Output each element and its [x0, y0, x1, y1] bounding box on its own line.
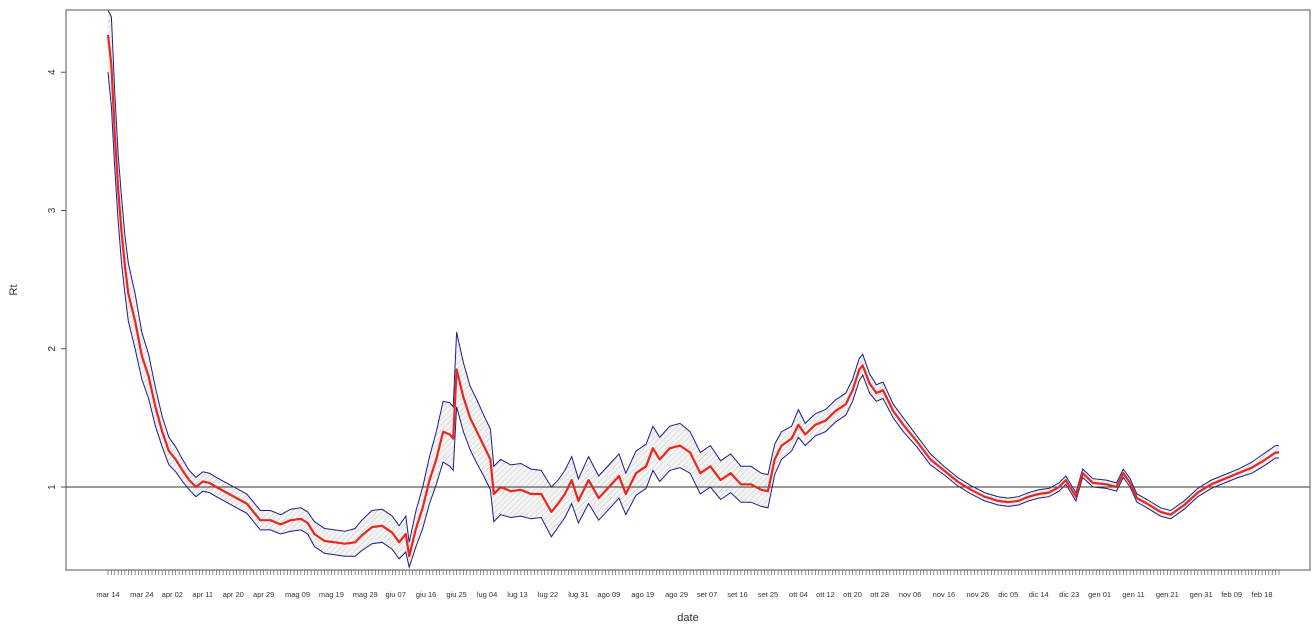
x-tick-label: giu 16 [416, 590, 436, 599]
x-tick-label: dic 23 [1059, 590, 1079, 599]
y-axis: 1 2 3 4 [47, 69, 66, 490]
x-tick-label: dic 05 [998, 590, 1018, 599]
x-tick-label: apr 20 [223, 590, 244, 599]
x-tick-label: set 07 [697, 590, 717, 599]
x-tick-label: apr 29 [253, 590, 274, 599]
x-tick-label: nov 26 [967, 590, 990, 599]
x-axis: mar 14 mar 24 apr 02 apr 11 apr 20 apr 29 mag … [96, 570, 1280, 599]
x-tick-label: mag 09 [285, 590, 310, 599]
x-tick-label: mag 29 [353, 590, 378, 599]
x-tick-label: giu 25 [446, 590, 466, 599]
x-tick-label: gen 11 [1122, 590, 1144, 599]
y-tick-label: 3 [47, 207, 58, 213]
x-tick-label: set 25 [758, 590, 778, 599]
x-tick-label: feb 09 [1221, 590, 1242, 599]
x-tick-label: dic 14 [1029, 590, 1049, 599]
x-tick-label: gen 31 [1190, 590, 1213, 599]
x-tick-label: mar 24 [130, 590, 153, 599]
y-tick-label: 1 [47, 484, 58, 490]
lower-bound-line [107, 72, 1279, 570]
x-tick-label: lug 04 [477, 590, 497, 599]
x-tick-label: mar 14 [96, 590, 119, 599]
x-tick-label: ott 12 [816, 590, 835, 599]
x-tick-label: nov 06 [899, 590, 922, 599]
x-tick-label: gen 21 [1156, 590, 1179, 599]
x-tick-label: apr 02 [162, 590, 183, 599]
x-tick-label: ott 28 [870, 590, 889, 599]
x-tick-label: ott 04 [789, 590, 808, 599]
x-tick-label: nov 16 [933, 590, 956, 599]
x-axis-label: date [677, 612, 698, 624]
x-tick-label: ago 09 [597, 590, 620, 599]
upper-bound-line [107, 10, 1279, 543]
x-daily-ticks [107, 570, 1280, 575]
x-tick-label: apr 11 [192, 590, 213, 599]
plot-frame [65, 9, 1311, 571]
rt-estimate-line [106, 34, 1279, 558]
x-tick-label: set 16 [727, 590, 747, 599]
x-tick-label: gen 01 [1088, 590, 1111, 599]
x-tick-label: lug 22 [538, 590, 558, 599]
x-tick-label: ott 20 [843, 590, 862, 599]
x-tick-label: ago 29 [665, 590, 688, 599]
x-tick-label: feb 18 [1252, 590, 1273, 599]
y-tick-label: 2 [47, 346, 58, 352]
x-tick-label: ago 19 [631, 590, 654, 599]
x-tick-label: giu 07 [385, 590, 405, 599]
y-axis-label: Rt [8, 285, 20, 296]
y-tick-label: 4 [47, 69, 58, 75]
estimate-line-layer [106, 34, 1279, 558]
x-tick-label: mag 19 [319, 590, 344, 599]
x-tick-label: lug 13 [507, 590, 527, 599]
x-tick-label: lug 31 [568, 590, 588, 599]
